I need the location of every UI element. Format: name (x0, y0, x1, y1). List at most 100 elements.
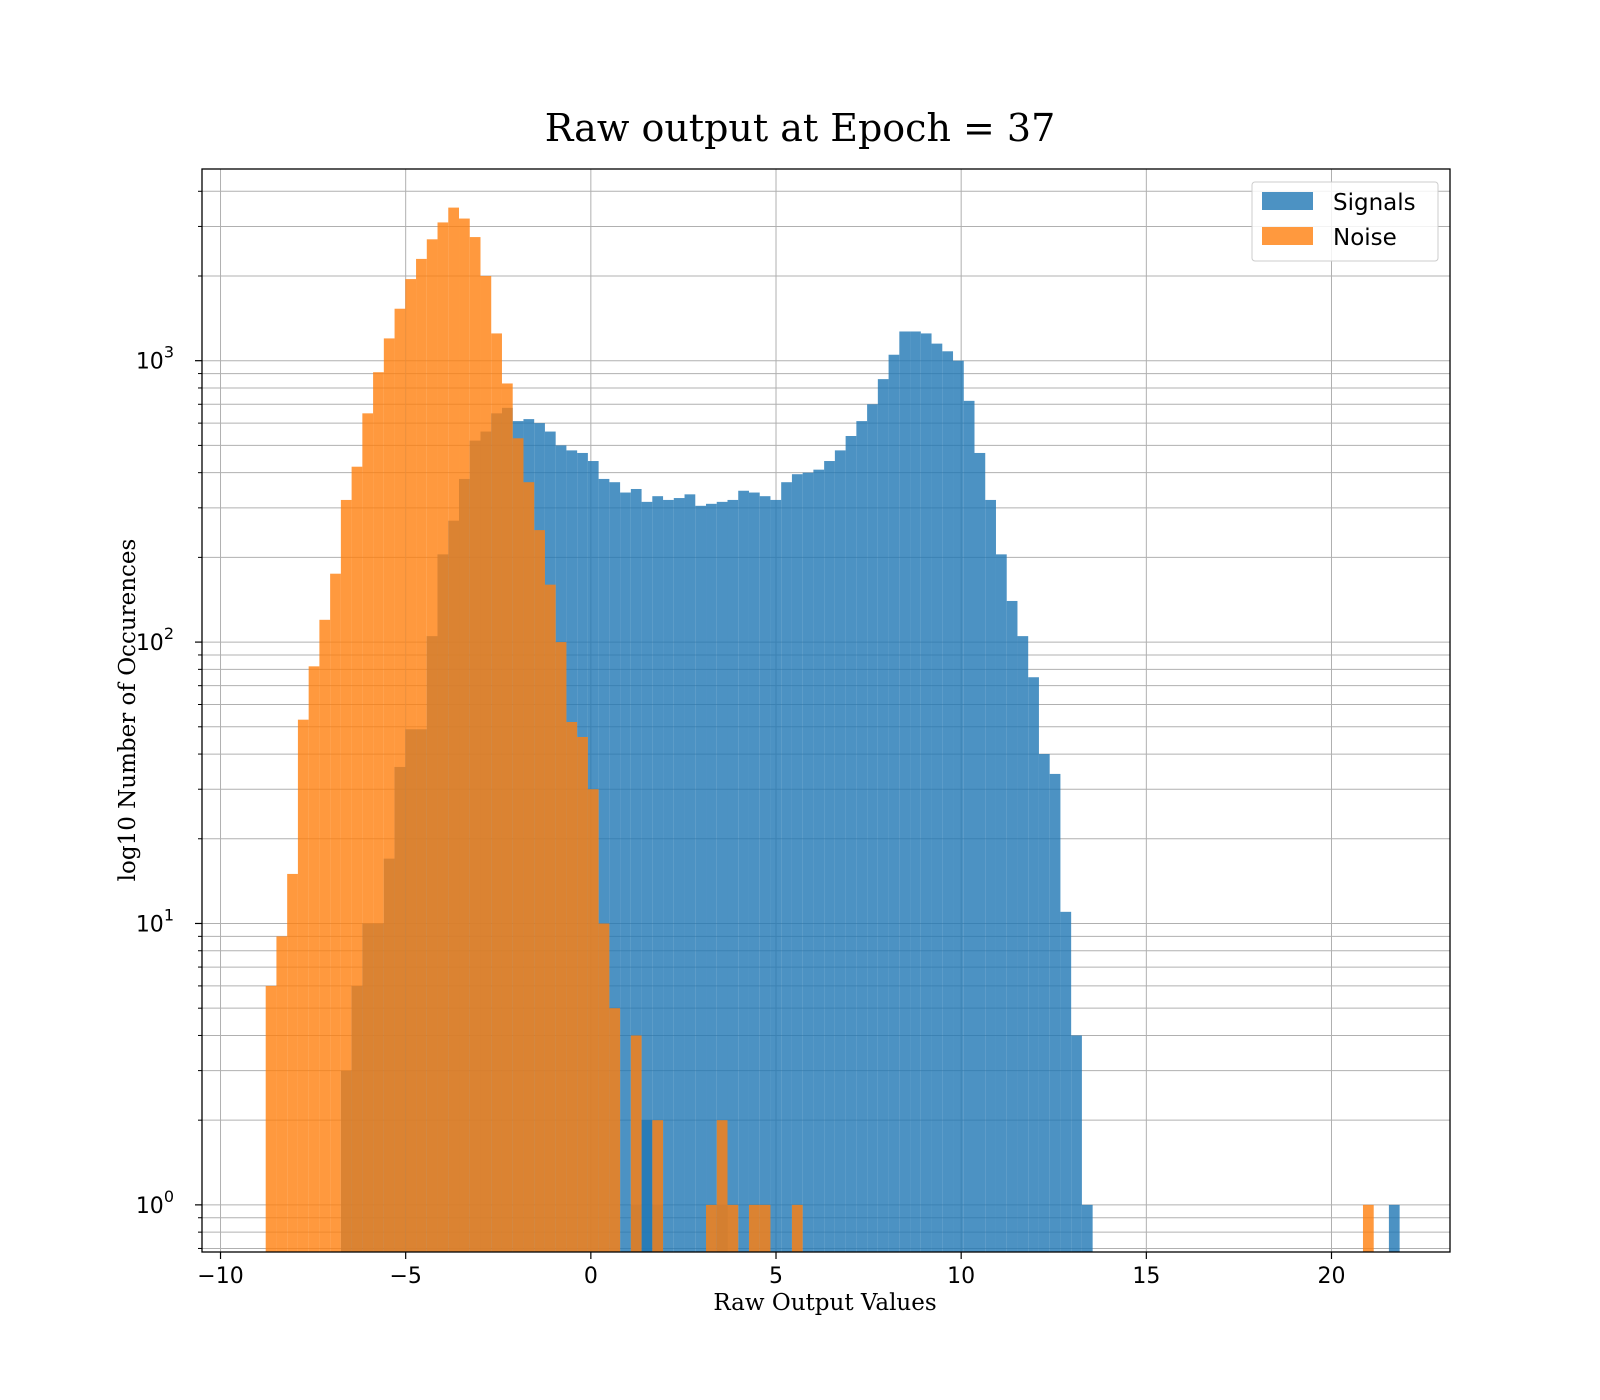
bar-signals (899, 331, 911, 1252)
bar-noise (437, 222, 449, 1253)
bar-noise (523, 482, 535, 1252)
bar-noise (759, 1204, 771, 1252)
legend-label-signals: Signals (1333, 190, 1416, 216)
bar-signals (974, 452, 986, 1252)
bar-noise (276, 936, 288, 1252)
x-axis-label: Raw Output Values (713, 1290, 936, 1316)
bar-noise (394, 308, 406, 1252)
chart-title: Raw output at Epoch = 37 (545, 106, 1056, 150)
bar-signals (867, 404, 878, 1253)
bar-noise (340, 499, 352, 1253)
bar-signals (1028, 677, 1039, 1252)
x-tick-label: 15 (1132, 1264, 1160, 1289)
bar-signals (1071, 1035, 1082, 1252)
bar-signals (716, 501, 728, 1252)
bar-signals (1060, 911, 1072, 1252)
legend-swatch-noise (1262, 227, 1313, 245)
series-noise (265, 207, 1374, 1253)
bar-noise (544, 584, 556, 1252)
bar-signals (1081, 1204, 1093, 1252)
bar-noise (748, 1204, 760, 1252)
legend-label-noise: Noise (1333, 225, 1397, 251)
x-tick-label: −10 (197, 1264, 243, 1289)
bar-signals (706, 503, 717, 1253)
bar-signals (759, 496, 771, 1252)
y-axis-label: log10 Number of Occurences (115, 539, 141, 882)
x-tick-label: 5 (769, 1264, 783, 1289)
bar-signals (748, 492, 760, 1252)
bar-signals (834, 450, 846, 1252)
bars (265, 207, 1400, 1253)
bar-signals (727, 499, 739, 1253)
bar-signals (888, 354, 900, 1252)
bar-signals (684, 494, 696, 1252)
bar-noise (416, 258, 427, 1252)
bar-noise (297, 719, 309, 1252)
bar-noise (577, 736, 588, 1252)
bar-noise (791, 1204, 803, 1252)
bar-signals (598, 478, 610, 1252)
bar-noise (727, 1204, 739, 1252)
bar-signals (953, 360, 964, 1252)
bar-signals (931, 343, 943, 1252)
bar-noise (308, 666, 320, 1252)
bar-signals (673, 498, 685, 1252)
bar-signals (695, 505, 707, 1252)
bar-noise (716, 1120, 728, 1252)
x-tick-label: 10 (947, 1264, 975, 1289)
bar-signals (652, 496, 664, 1252)
bar-noise (405, 279, 417, 1252)
bar-noise (351, 466, 363, 1252)
bar-signals (995, 554, 1007, 1252)
bar-noise (598, 923, 610, 1252)
bar-noise (1362, 1204, 1374, 1252)
bar-signals (813, 469, 825, 1252)
bar-signals (877, 379, 889, 1252)
x-tick-label: 20 (1317, 1264, 1345, 1289)
bar-signals (963, 400, 975, 1252)
bar-noise (566, 722, 578, 1252)
bar-signals (802, 472, 814, 1253)
bar-signals (824, 461, 835, 1252)
plot-frame (201, 168, 1451, 1253)
bar-noise (652, 1120, 664, 1252)
bar-signals (738, 490, 749, 1252)
x-tick-label: 0 (584, 1264, 598, 1289)
bar-noise (426, 239, 438, 1252)
bar-noise (287, 873, 298, 1252)
x-tick-label: −5 (389, 1264, 421, 1289)
bar-noise (448, 207, 460, 1252)
bar-signals (845, 435, 857, 1253)
bar-signals (781, 482, 792, 1252)
bar-noise (534, 530, 545, 1252)
bar-signals (791, 474, 803, 1252)
bar-signals (620, 492, 631, 1252)
bar-signals (770, 499, 782, 1253)
legend-swatch-signals (1262, 192, 1313, 210)
bar-signals (1038, 754, 1050, 1252)
bar-noise (330, 573, 341, 1252)
bar-signals (942, 351, 954, 1252)
bar-noise (587, 789, 599, 1252)
bar-noise (319, 619, 331, 1252)
bar-noise (512, 438, 524, 1253)
bar-noise (459, 218, 470, 1253)
legend: Signals Noise (1251, 181, 1439, 262)
bar-noise (362, 413, 374, 1252)
bar-noise (555, 642, 567, 1252)
bar-signals (910, 331, 921, 1252)
bar-signals (609, 482, 621, 1252)
bar-noise (630, 1035, 642, 1252)
x-axis-ticks: −10 −5 0 5 10 15 20 (197, 1252, 1345, 1289)
bar-noise (501, 383, 513, 1252)
bar-noise (480, 275, 492, 1252)
bar-signals (920, 333, 932, 1252)
bar-signals (641, 1120, 653, 1252)
bar-signals (1017, 636, 1029, 1252)
bar-signals (985, 499, 996, 1253)
bar-signals (1006, 600, 1018, 1252)
bar-noise (373, 372, 384, 1252)
bar-signals (1049, 773, 1061, 1252)
bar-signals (641, 501, 653, 1252)
bar-noise (265, 985, 277, 1252)
